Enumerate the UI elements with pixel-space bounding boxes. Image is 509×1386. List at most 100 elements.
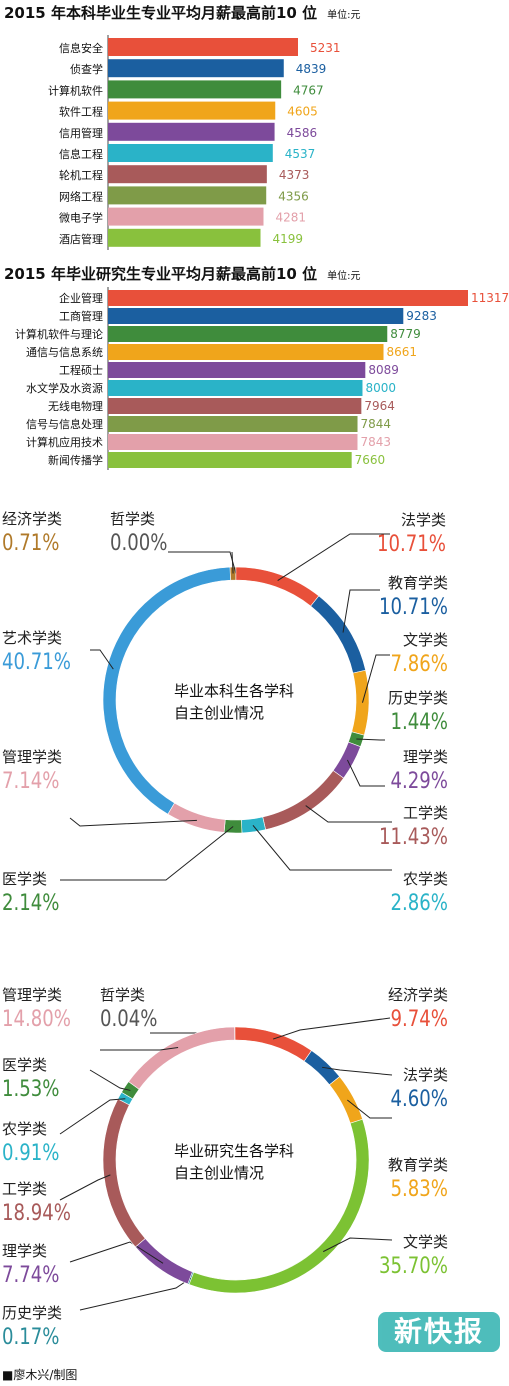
donut-2-pct-0: 0.71% xyxy=(2,531,60,556)
bar-1-3 xyxy=(108,344,384,360)
donut-2-pct-4: 7.86% xyxy=(391,652,449,677)
bar-value-0-0: 5231 xyxy=(310,41,341,55)
credit-line: ■廖木兴/制图 xyxy=(2,1368,78,1382)
bar-label-1-5: 水文学及水资源 xyxy=(26,381,103,395)
donut-3-pct-0: 0.04% xyxy=(100,1007,158,1032)
bar-label-1-6: 无线电物理 xyxy=(48,399,103,413)
donut-3-pct-1: 9.74% xyxy=(391,1007,449,1032)
donut-2-pct-9: 2.14% xyxy=(2,891,60,916)
bar-label-1-8: 计算机应用技术 xyxy=(26,435,103,449)
bar-0-2 xyxy=(108,80,282,99)
donut-2-slice-10 xyxy=(167,802,226,833)
chart2-title: 2015 年毕业研究生专业平均月薪最高前10 位单位:元 xyxy=(4,265,361,283)
donut-3-center-0: 毕业研究生各学科 xyxy=(174,1142,294,1160)
donut-3-leader-3 xyxy=(347,1099,392,1119)
donut-2-pct-8: 2.86% xyxy=(391,891,449,916)
donut-3-pct-10: 14.80% xyxy=(2,1007,71,1032)
donut-2-leader-3 xyxy=(342,589,380,633)
bar-value-0-2: 4767 xyxy=(293,83,324,97)
donut-3-slice-1 xyxy=(234,1026,312,1062)
donut-3-leader-8 xyxy=(59,1098,126,1135)
bar-label-0-0: 信息安全 xyxy=(59,41,103,55)
donut-2-label-8: 农学类 xyxy=(403,870,448,888)
bar-value-0-6: 4373 xyxy=(279,168,310,182)
bar-0-0 xyxy=(108,38,298,56)
bar-label-0-6: 轮机工程 xyxy=(59,168,103,182)
donut-3-label-2: 法学类 xyxy=(403,1066,448,1084)
bar-label-0-1: 侦查学 xyxy=(70,62,103,76)
bar-0-4 xyxy=(108,122,275,141)
donut-3-pct-5: 0.17% xyxy=(2,1325,60,1350)
bar-label-0-9: 酒店管理 xyxy=(59,232,103,246)
bar-0-3 xyxy=(108,101,276,120)
bar-label-0-2: 计算机软件 xyxy=(48,83,103,97)
donut-2-pct-3: 10.71% xyxy=(379,595,448,620)
donut-2-pct-5: 1.44% xyxy=(391,710,449,735)
donut-2-pct-11: 40.71% xyxy=(2,650,71,675)
bar-label-1-0: 企业管理 xyxy=(59,291,103,305)
donut-2-label-1: 哲学类 xyxy=(110,510,155,528)
bar-label-0-7: 网络工程 xyxy=(59,189,103,203)
donut-2-leader-7 xyxy=(305,805,392,823)
donut-2-label-9: 医学类 xyxy=(2,870,47,888)
bar-value-1-3: 8661 xyxy=(387,345,418,359)
donut-3-pct-9: 1.53% xyxy=(2,1077,60,1102)
donut-2-leader-6 xyxy=(346,759,385,787)
bar-1-6 xyxy=(108,398,362,414)
bar-value-0-9: 4199 xyxy=(273,232,304,246)
donut-2-center-1: 自主创业情况 xyxy=(174,704,264,722)
donut-2-leader-5 xyxy=(356,738,385,741)
bar-0-5 xyxy=(108,144,273,162)
bar-0-7 xyxy=(108,186,267,205)
donut-2-slice-11 xyxy=(102,566,231,815)
donut-3-label-10: 管理学类 xyxy=(2,986,62,1004)
bar-1-5 xyxy=(108,380,363,396)
bar-value-0-5: 4537 xyxy=(285,147,316,161)
bar-value-1-8: 7843 xyxy=(360,435,391,449)
donut-2-slice-4 xyxy=(351,669,370,736)
donut-3-slice-2 xyxy=(303,1050,341,1086)
bar-value-1-2: 8779 xyxy=(390,327,421,341)
donut-2-leader-9 xyxy=(60,826,234,881)
donut-3-leader-7 xyxy=(59,1174,111,1201)
donut-3-center-1: 自主创业情况 xyxy=(174,1164,264,1182)
donut-2-leader-8 xyxy=(252,825,392,871)
bar-label-0-8: 微电子学 xyxy=(59,211,103,225)
donut-3-leader-4 xyxy=(322,1237,393,1253)
donut-3-slice-6 xyxy=(134,1238,193,1285)
bar-value-1-5: 8000 xyxy=(365,381,396,395)
donut-3-label-8: 农学类 xyxy=(2,1120,47,1138)
bar-value-0-8: 4281 xyxy=(275,211,306,225)
donut-3-leader-2 xyxy=(322,1066,393,1076)
donut-2-pct-10: 7.14% xyxy=(2,769,60,794)
donut-2-leader-11 xyxy=(90,649,114,670)
chart1-title: 2015 年本科毕业生专业平均月薪最高前10 位单位:元 xyxy=(4,4,361,22)
donut-2-leader-10 xyxy=(69,817,197,827)
bar-label-0-5: 信息工程 xyxy=(59,147,103,161)
donut-2-label-2: 法学类 xyxy=(401,511,446,529)
bar-label-0-4: 信用管理 xyxy=(59,126,103,140)
donut-3-leader-9 xyxy=(89,1069,131,1091)
bar-value-0-4: 4586 xyxy=(287,126,318,140)
donut-2-label-4: 文学类 xyxy=(403,631,448,649)
bar-1-9 xyxy=(108,452,352,468)
donut-3-label-3: 教育学类 xyxy=(388,1156,448,1174)
bar-label-1-3: 通信与信息系统 xyxy=(26,345,103,359)
donut-3-leader-5 xyxy=(79,1277,191,1311)
donut-2-pct-1: 0.00% xyxy=(110,531,168,556)
donut-3-pct-6: 7.74% xyxy=(2,1263,60,1288)
bar-label-1-9: 新闻传播学 xyxy=(48,453,103,467)
donut-3-leader-10 xyxy=(100,1047,179,1051)
bar-value-0-7: 4356 xyxy=(278,189,309,203)
donut-3-leader-6 xyxy=(69,1241,164,1264)
donut-3-leader-1 xyxy=(272,1017,391,1040)
donut-3-label-7: 工学类 xyxy=(2,1180,47,1198)
donut-2-slice-3 xyxy=(310,595,366,674)
donut-2-label-7: 工学类 xyxy=(403,804,448,822)
donut-2-label-10: 管理学类 xyxy=(2,748,62,766)
bar-label-1-1: 工商管理 xyxy=(59,309,103,323)
donut-2-leader-2 xyxy=(277,533,390,581)
bar-0-8 xyxy=(108,207,264,226)
donut-2-label-5: 历史学类 xyxy=(388,689,448,707)
